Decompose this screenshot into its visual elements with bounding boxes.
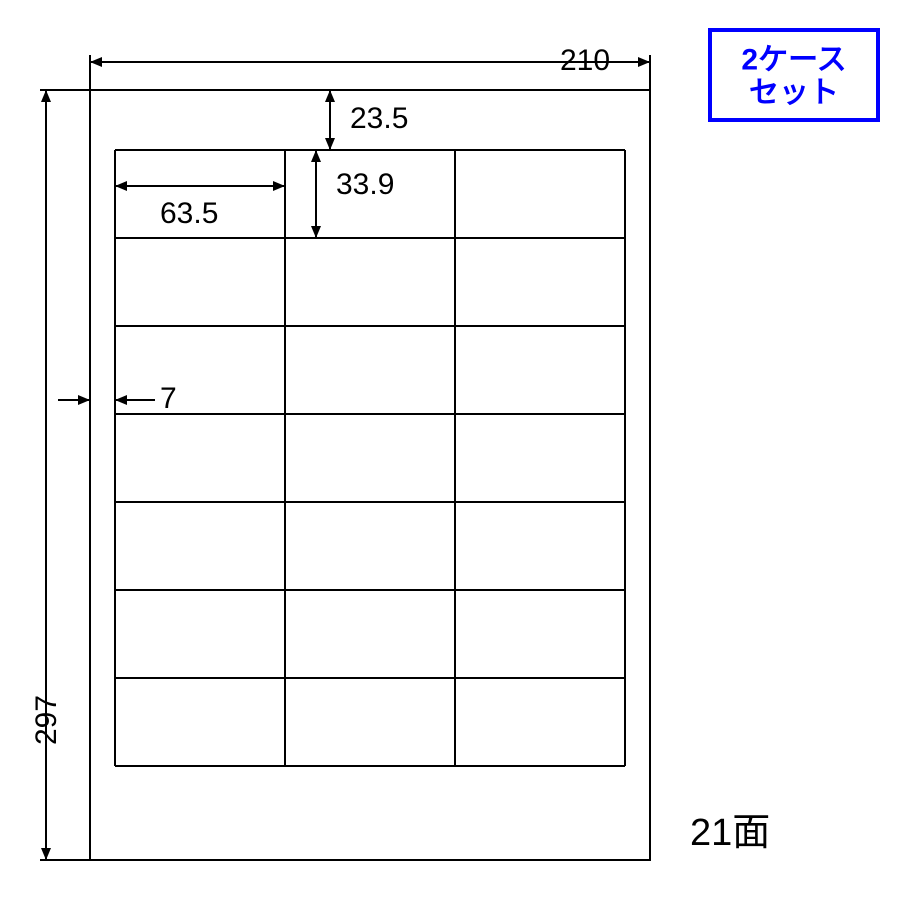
- dim-sheet-height-value: 297: [30, 695, 63, 745]
- set-badge-line1: 2ケース: [741, 43, 846, 76]
- dim-left-margin: 7: [58, 382, 177, 415]
- label-grid: [115, 150, 625, 766]
- dim-cell-width-value: 63.5: [160, 197, 218, 230]
- dim-cell-width: 63.5: [115, 150, 285, 230]
- dim-top-margin: 23.5: [325, 90, 408, 150]
- dim-sheet-height: 297: [30, 90, 90, 860]
- dim-cell-height-value: 33.9: [336, 168, 394, 201]
- set-badge: 2ケースセット: [710, 30, 878, 120]
- dim-cell-height: 33.9: [311, 150, 394, 238]
- dim-sheet-width-value: 210: [560, 44, 610, 77]
- dim-sheet-width: 210: [90, 44, 650, 90]
- face-count-label: 21面: [690, 812, 770, 854]
- dim-top-margin-value: 23.5: [350, 102, 408, 135]
- set-badge-line2: セット: [749, 77, 839, 110]
- dim-left-margin-value: 7: [160, 382, 177, 415]
